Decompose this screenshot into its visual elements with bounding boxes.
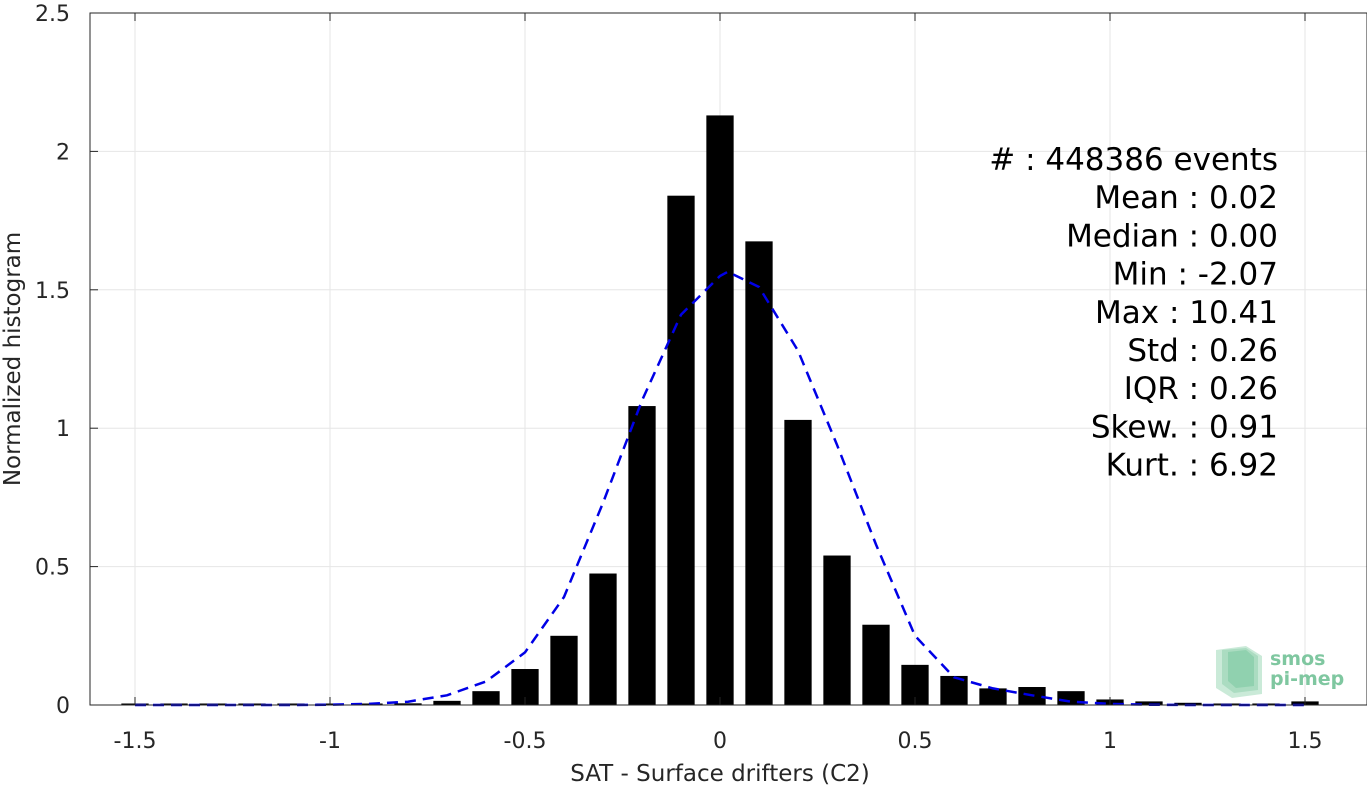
stat-line: Kurt. : 6.92 [1106, 448, 1278, 484]
histogram-bar [628, 406, 656, 705]
y-tick-label: 2 [56, 140, 70, 165]
y-tick-label: 1 [56, 417, 70, 442]
histogram-bar [589, 573, 617, 705]
x-tick-label: -0.5 [504, 729, 547, 754]
stat-line: Std : 0.26 [1127, 333, 1278, 369]
histogram-bar [706, 115, 734, 706]
histogram-bars [121, 115, 1319, 706]
histogram-bar [745, 241, 773, 706]
smos-pi-mep-logo: smos pi-mep [1216, 646, 1344, 698]
y-axis-label: Normalized histogram [0, 232, 26, 486]
stat-line: Mean : 0.02 [1094, 180, 1278, 216]
stat-line: Min : -2.07 [1113, 257, 1278, 293]
y-tick-label: 0.5 [35, 556, 70, 581]
stat-line: Median : 0.00 [1066, 218, 1278, 254]
histogram-bar [667, 195, 695, 705]
histogram-bar [979, 688, 1007, 705]
x-tick-label: 0 [713, 729, 727, 754]
histogram-bar [823, 555, 851, 705]
x-tick-label: -1.5 [114, 729, 157, 754]
x-axis-label: SAT - Surface drifters (C2) [570, 761, 870, 785]
stat-line: Skew. : 0.91 [1091, 409, 1278, 445]
histogram-bar [784, 419, 812, 705]
histogram-bar [1135, 701, 1163, 705]
histogram-bar [550, 635, 578, 705]
logo-line1: smos [1270, 648, 1325, 670]
x-tick-label: 1 [1103, 729, 1117, 754]
histogram-bar [433, 700, 461, 705]
histogram-bar [277, 703, 305, 705]
stat-line: Max : 10.41 [1095, 295, 1278, 331]
logo-icon [1216, 646, 1262, 698]
y-axis-ticks: 0 0.5 1 1.5 2 2.5 [35, 2, 98, 719]
x-tick-label: 0.5 [898, 729, 933, 754]
plot-frame [89, 12, 1367, 706]
logo-line2: pi-mep [1270, 668, 1344, 690]
stat-line: IQR : 0.26 [1124, 371, 1278, 407]
y-tick-label: 1.5 [35, 279, 70, 304]
x-axis-ticks: -1.5 -1 -0.5 0 0.5 1 1.5 [114, 13, 1323, 754]
histogram-bar [862, 624, 890, 705]
histogram-bar [394, 703, 422, 705]
x-tick-label: 1.5 [1288, 729, 1323, 754]
y-tick-label: 2.5 [35, 2, 70, 27]
histogram-bar [472, 691, 500, 705]
stat-line: # : 448386 events [989, 142, 1278, 178]
x-tick-label: -1 [319, 729, 341, 754]
y-tick-label: 0 [56, 694, 70, 719]
